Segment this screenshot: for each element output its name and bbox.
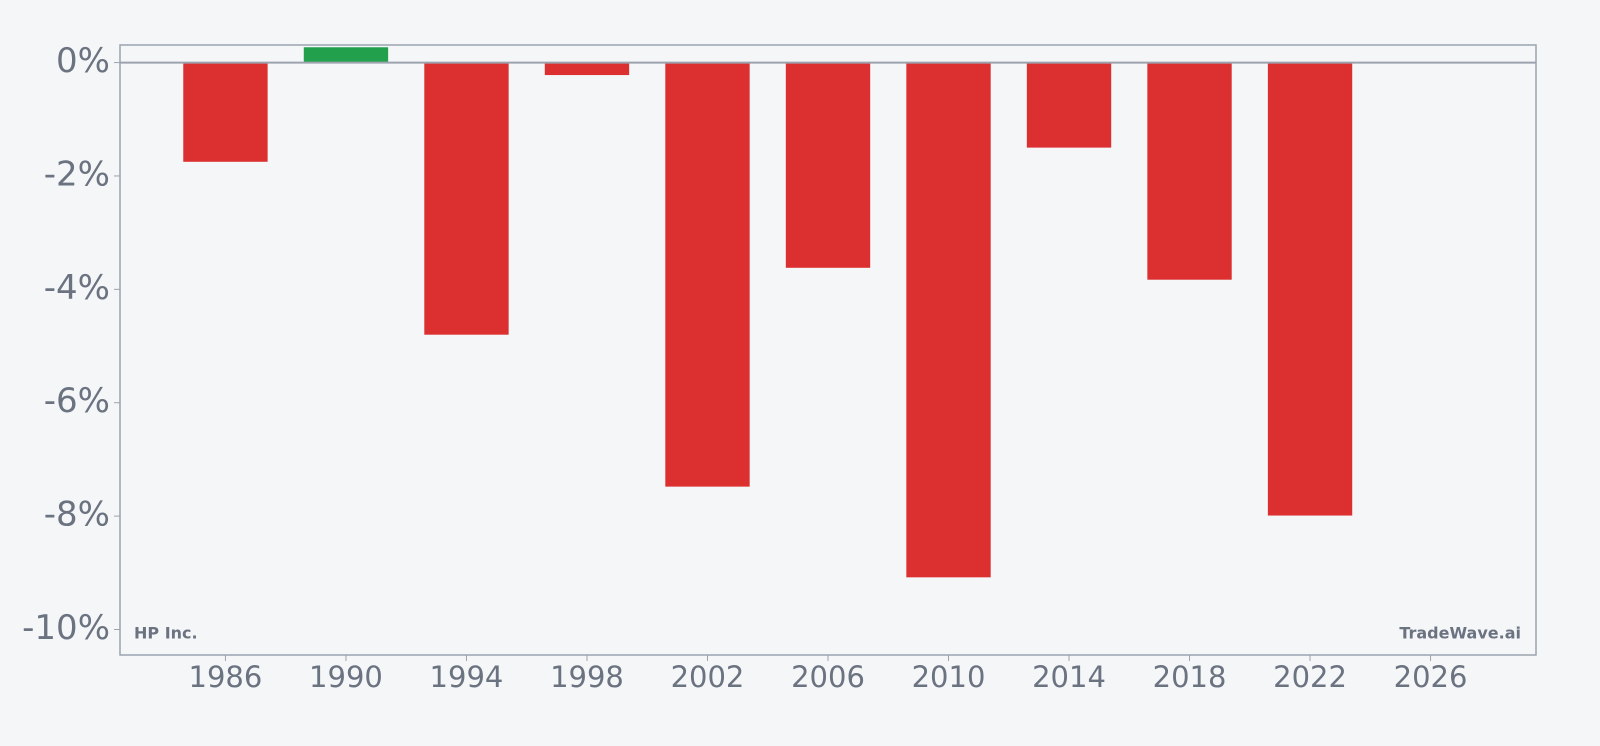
x-tick-label: 2026 <box>1394 660 1468 694</box>
bar <box>544 62 630 76</box>
bar <box>785 62 871 268</box>
x-tick-label: 2022 <box>1273 660 1347 694</box>
x-tick-label: 1998 <box>550 660 624 694</box>
x-tick-label: 1990 <box>309 660 383 694</box>
bar <box>1147 62 1232 280</box>
bar <box>665 62 750 487</box>
brand-label: TradeWave.ai <box>1399 624 1521 643</box>
x-tick-label: 1986 <box>189 660 263 694</box>
bar <box>906 62 991 578</box>
x-tick-label: 2014 <box>1032 660 1106 694</box>
y-tick-label: -2% <box>44 154 110 194</box>
bar <box>183 62 268 162</box>
x-tick-label: 2006 <box>791 660 865 694</box>
bar <box>1026 62 1112 148</box>
y-tick-label: 0% <box>56 41 110 81</box>
x-tick-label: 2002 <box>671 660 745 694</box>
x-tick-label: 2010 <box>912 660 986 694</box>
y-tick-label: -10% <box>22 608 110 648</box>
y-tick-label: -6% <box>44 381 110 421</box>
bar <box>1267 62 1353 516</box>
y-tick-label: -8% <box>44 495 110 535</box>
plot-frame <box>119 44 1537 656</box>
bar <box>424 62 509 335</box>
x-tick-label: 2018 <box>1153 660 1227 694</box>
company-label: HP Inc. <box>134 624 198 643</box>
x-tick-label: 1994 <box>430 660 504 694</box>
bar <box>303 47 389 63</box>
y-tick-label: -4% <box>44 268 110 308</box>
